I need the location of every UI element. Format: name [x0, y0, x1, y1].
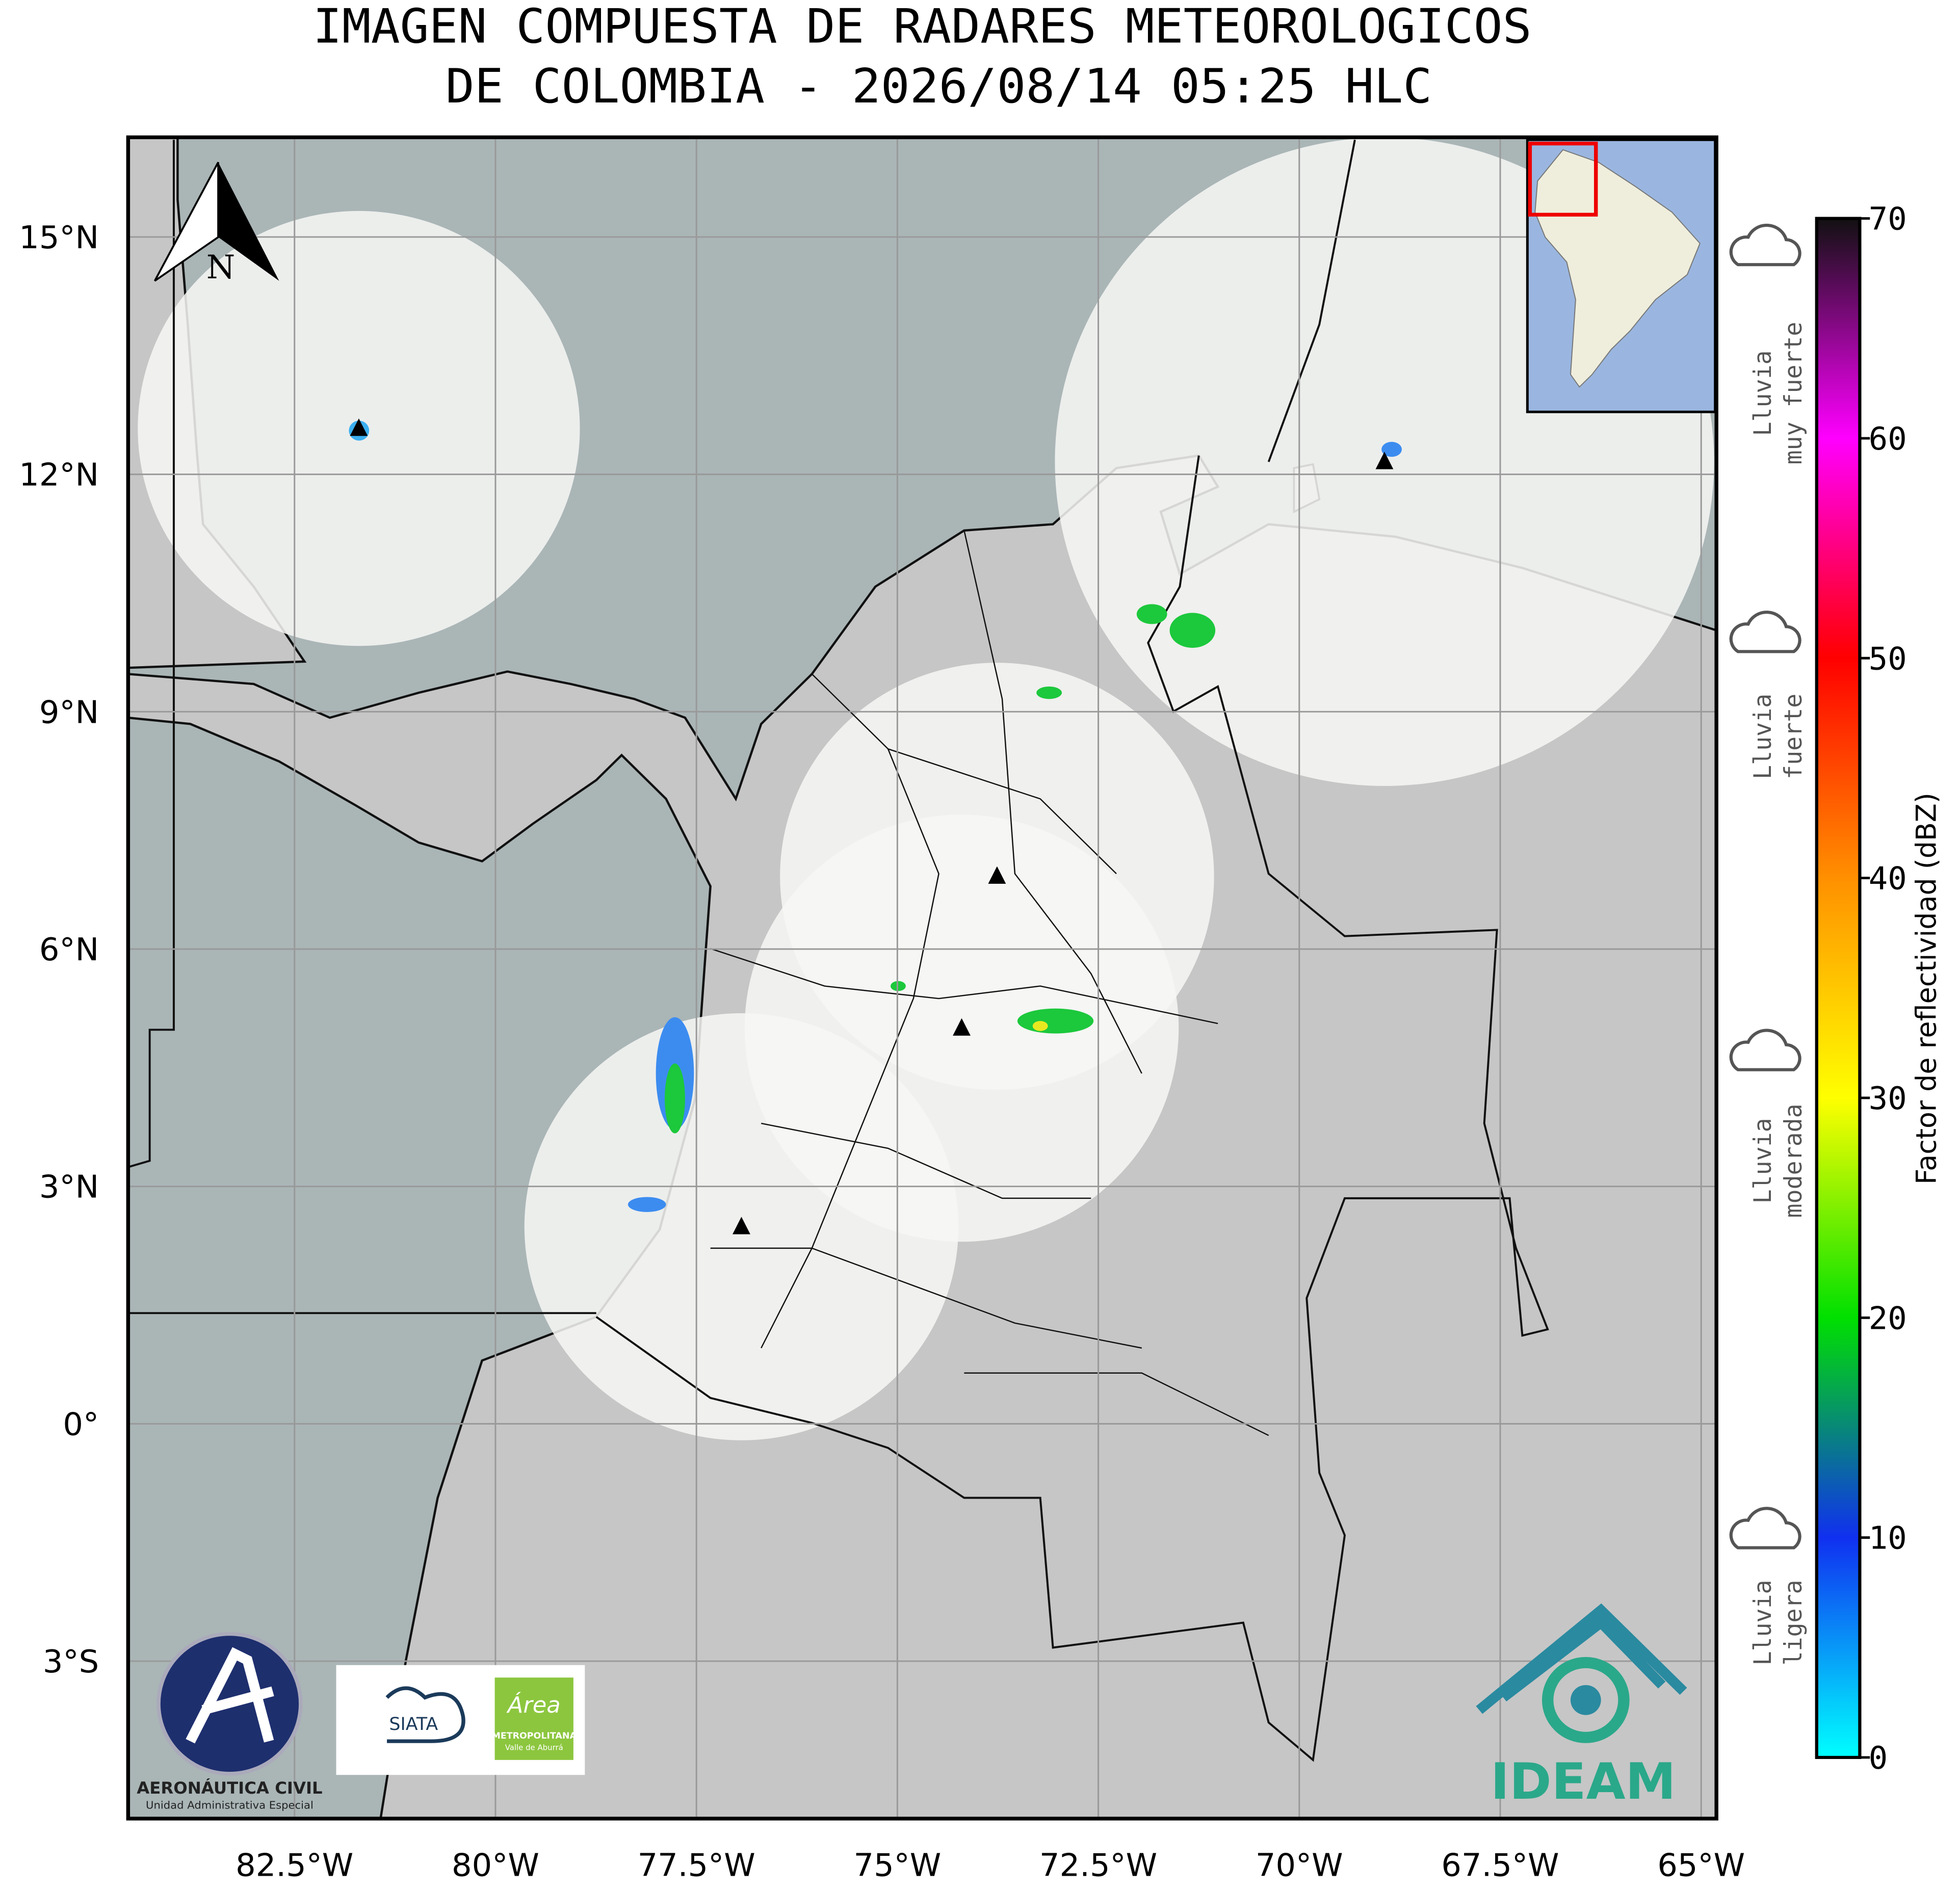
echo [628, 1197, 666, 1212]
rain-class-label: fuerte [1780, 694, 1808, 779]
y-tick-label: 6°N [39, 932, 99, 968]
map-frame [126, 135, 1718, 1821]
y-tick-label: 15°N [19, 219, 99, 255]
logo-text: Unidad Administrativa Especial [146, 1799, 313, 1811]
echo [891, 981, 906, 991]
north-label: N [206, 249, 236, 286]
logo-mark [186, 1647, 274, 1744]
aerocivil-logo: AERONÁUTICA CIVIL Unidad Administrativa … [137, 1632, 323, 1811]
radar-site [350, 418, 368, 436]
echo [665, 1063, 685, 1134]
border [128, 140, 175, 1168]
colorbar-tick-label: 60 [1869, 421, 1907, 457]
ideam-logo: IDEAM [1476, 1603, 1687, 1811]
y-tick-label: 3°N [39, 1169, 99, 1205]
rain-icon [1729, 223, 1801, 267]
department [710, 530, 1269, 1436]
rain-icon [1729, 1507, 1801, 1549]
logo-swirl [1541, 1657, 1630, 1743]
radar-site [988, 866, 1006, 884]
inset-frame [1528, 141, 1598, 217]
rain-class-label: Lluvia [1749, 1580, 1777, 1665]
logo-mark [385, 1686, 465, 1743]
logo-text: METROPOLITANA [492, 1731, 577, 1741]
logo-text: Área [506, 1691, 561, 1718]
rain-class-label: muy fuerte [1780, 322, 1808, 464]
colorbar-tick-label: 0 [1869, 1740, 1888, 1776]
x-tick-label: 72.5°W [1039, 1847, 1157, 1883]
rain-class-label: Lluvia [1749, 1118, 1777, 1203]
y-tick-label: 3°S [43, 1644, 99, 1680]
logo-text: IDEAM [1491, 1753, 1676, 1811]
border [595, 455, 1549, 1762]
x-tick-label: 80°W [452, 1847, 539, 1883]
x-tick-label: 70°W [1256, 1847, 1343, 1883]
colorbar-tick-label: 70 [1869, 201, 1907, 237]
colorbar-tick-label: 20 [1869, 1300, 1907, 1336]
echo [1381, 441, 1402, 457]
x-tick-label: 67.5°W [1441, 1847, 1559, 1883]
logo-swirl [1570, 1685, 1601, 1715]
echo [1017, 1008, 1094, 1034]
rain-class-label: ligera [1780, 1580, 1808, 1665]
logo-text: SIATA [389, 1714, 438, 1735]
radar-site [733, 1217, 750, 1235]
title-line: DE COLOMBIA - 2026/08/14 05:25 HLC [446, 59, 1432, 114]
map-area [128, 137, 1717, 1819]
colorbar-tick-label: 10 [1869, 1520, 1907, 1556]
logo-text: AERONÁUTICA CIVIL [137, 1778, 322, 1798]
echo [1136, 604, 1167, 624]
echo [1169, 613, 1216, 648]
x-tick-label: 77.5°W [638, 1847, 755, 1883]
rain-class-label: Lluvia [1749, 694, 1777, 779]
echo [1036, 686, 1062, 699]
logo-text: Valle de Aburrá [505, 1743, 563, 1752]
x-tick-label: 65°W [1657, 1847, 1745, 1883]
y-tick-label: 0° [63, 1406, 99, 1442]
rain-class-label: moderada [1780, 1104, 1808, 1218]
title-line: IMAGEN COMPUESTA DE RADARES METEOROLOGIC… [313, 0, 1532, 54]
colorbar-tick-label: 50 [1869, 641, 1907, 677]
logo-box [494, 1677, 573, 1760]
x-tick-label: 82.5°W [236, 1847, 353, 1883]
siata-logo: SIATA Área METROPOLITANA Valle de Aburrá [336, 1665, 585, 1775]
rain-icon [1729, 1029, 1801, 1071]
radar-site [1375, 452, 1394, 469]
colorbar-label: Factor de reflectividad (dBZ) [1910, 793, 1943, 1185]
radar-site [953, 1018, 971, 1036]
rain-class-label: Lluvia [1749, 350, 1777, 436]
x-tick-label: 75°W [853, 1847, 941, 1883]
inset-land [1534, 149, 1701, 388]
y-tick-label: 9°N [39, 694, 99, 730]
y-tick-label: 12°N [19, 457, 99, 493]
echo [1032, 1021, 1048, 1031]
logo-roof [1476, 1603, 1687, 1714]
border [1267, 139, 1356, 462]
boundaries [128, 139, 1549, 1762]
colorbar-tick-label: 30 [1869, 1080, 1907, 1116]
colorbar-tick-label: 40 [1869, 860, 1907, 897]
inset-map [1526, 138, 1717, 413]
colorbar [1815, 217, 1862, 1759]
rain-icon [1729, 611, 1801, 653]
